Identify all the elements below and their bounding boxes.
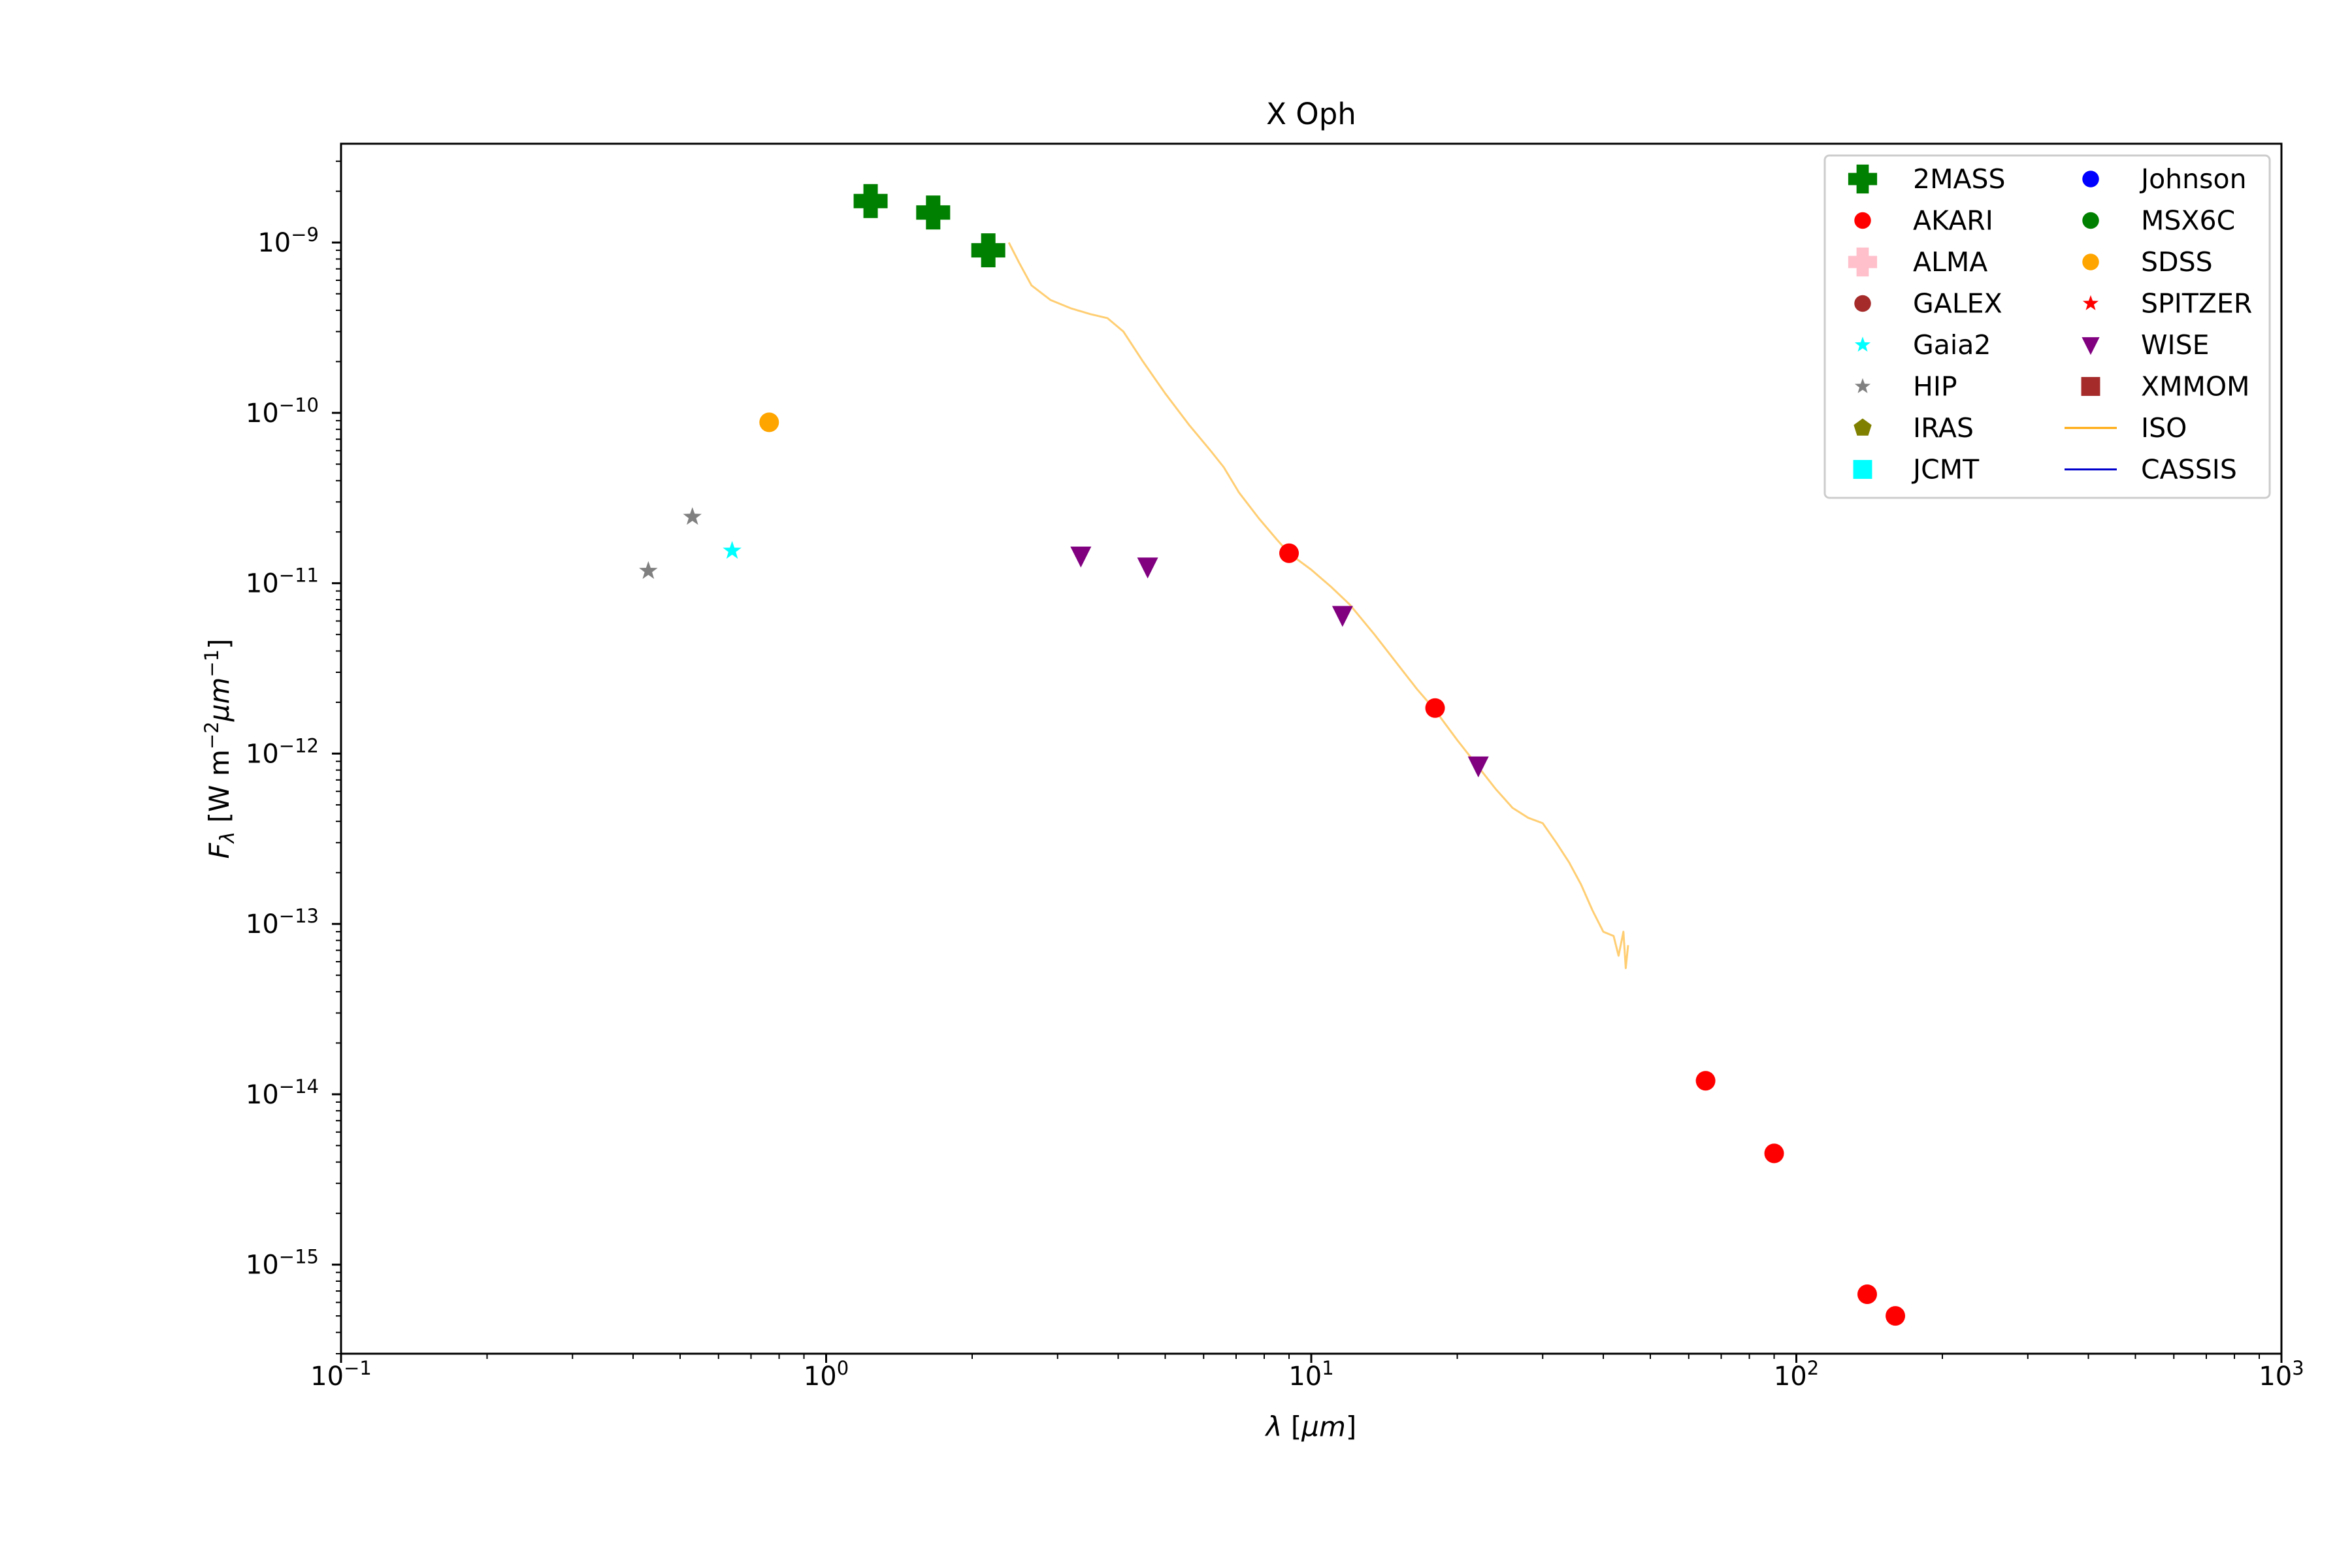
legend-label-iso: ISO [2141,412,2187,444]
legend-marker-wise [2082,337,2100,355]
data-point-akari-2 [1695,1071,1716,1091]
y-tick-label: 10−15 [246,1246,319,1281]
legend-label-jcmt: JCMT [1911,454,1980,485]
legend-label-alma: ALMA [1913,246,1987,278]
data-point-wise-2 [1331,606,1353,627]
legend-label-hip: HIP [1913,371,1957,402]
legend-label-2mass: 2MASS [1913,163,2006,195]
legend-label-akari: AKARI [1913,205,1993,237]
legend-label-gaia2: Gaia2 [1913,329,1991,361]
legend-marker-jcmt [1853,460,1872,479]
legend-label-johnson: Johnson [2139,163,2247,195]
y-axis-label: Fλ [W m−2μm−1] [201,639,239,859]
data-point-gaia2-0 [723,541,742,559]
legend-label-galex: GALEX [1913,288,2002,319]
legend-marker-2mass [1848,164,1878,194]
x-tick-label: 10−1 [310,1357,372,1392]
data-point-akari-3 [1764,1143,1784,1164]
data-point-akari-5 [1886,1306,1906,1326]
chart-title: X Oph [1266,97,1356,131]
legend-label-spitzer: SPITZER [2141,288,2252,319]
legend-marker-akari [1854,212,1871,229]
data-point-akari-1 [1425,698,1445,718]
legend-marker-sdss [2082,253,2099,270]
legend-marker-hip [1854,378,1871,393]
legend-marker-galex [1854,295,1871,312]
legend-marker-johnson [2082,171,2099,188]
legend-box [1823,154,2271,499]
data-point-wise-0 [1070,546,1092,568]
legend-label-cassis: CASSIS [2141,454,2237,485]
legend-label-msx6c: MSX6C [2141,205,2235,237]
legend-marker-iras [1854,418,1872,436]
legend: 2MASS AKARI ALMA GALEX Gaia2 HIP IRAS JCMT Johns… [1823,154,2271,499]
x-tick-label: 101 [1288,1357,1333,1392]
legend-marker-gaia2 [1854,336,1871,352]
y-tick-label: 10−14 [246,1075,319,1110]
legend-label-wise: WISE [2141,329,2210,361]
iso-spectrum-layer [1007,242,1629,970]
legend-label-xmmom: XMMOM [2141,371,2249,402]
x-tick-label: 102 [1774,1357,1819,1392]
legend-label-sdss: SDSS [2141,246,2213,278]
data-points-layer [639,184,1906,1326]
y-tick-label: 10−12 [246,734,319,769]
y-tick-label: 10−11 [246,564,319,599]
data-point-akari-4 [1857,1284,1877,1305]
series-line-iso [1007,242,1629,970]
data-point-2mass-0 [853,184,888,218]
x-axis-label: λ [μm] [1265,1411,1357,1443]
x-axis-ticks: 10−1 100 101 102 103 [310,1354,2304,1392]
data-point-sdss-0 [759,412,779,433]
legend-marker-xmmom [2081,377,2100,396]
y-axis-ticks: 10−9 10−10 10−11 10−12 10−13 10−14 10−15 [246,160,341,1354]
y-tick-label: 10−10 [246,394,319,429]
x-tick-label: 103 [2259,1357,2304,1392]
legend-marker-msx6c [2082,212,2099,229]
data-point-hip-0 [639,561,658,580]
legend-label-iras: IRAS [1913,412,1974,444]
data-point-2mass-2 [971,233,1005,268]
x-tick-label: 100 [804,1357,849,1392]
data-point-wise-1 [1137,557,1158,579]
y-tick-label: 10−13 [246,905,319,939]
data-point-hip-1 [683,507,702,525]
y-tick-label: 10−9 [257,223,319,258]
data-point-2mass-1 [916,195,951,230]
legend-marker-alma [1848,247,1878,277]
data-point-wise-3 [1467,756,1489,777]
legend-marker-spitzer [2082,295,2099,310]
data-point-akari-0 [1279,543,1299,563]
